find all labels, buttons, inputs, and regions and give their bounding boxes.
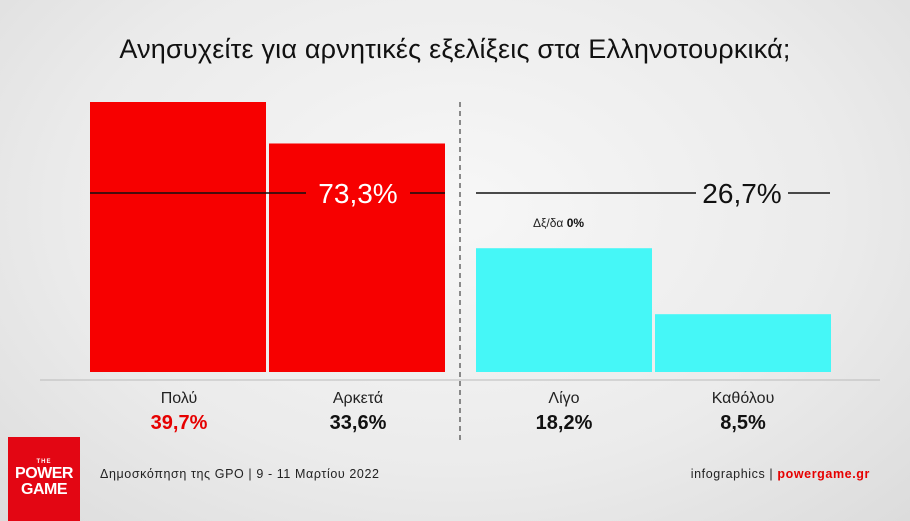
logo-line3: GAME [21, 481, 68, 498]
category-label: Λίγο [548, 390, 580, 407]
category-katholou: Καθόλου 8,5% [654, 390, 832, 435]
powergame-logo[interactable]: THE POWER GAME [8, 437, 80, 521]
category-ligo: Λίγο 18,2% [475, 390, 653, 435]
logo-line1: THE [36, 459, 52, 465]
category-value: 33,6% [329, 412, 387, 434]
category-value: 8,5% [720, 412, 766, 434]
dk-annotation: Δξ/δα 0% [533, 216, 584, 230]
footer-credit: infographics | powergame.gr [691, 467, 870, 481]
logo-line2: POWER [15, 465, 73, 482]
category-label: Καθόλου [711, 390, 775, 407]
bar-4 [655, 314, 831, 372]
footer-credit-text: infographics | [690, 467, 774, 481]
category-polu: Πολύ 39,7% [90, 390, 268, 435]
chart-title: Ανησυχείτε για αρνητικές εξελίξεις στα Ε… [119, 34, 791, 64]
category-value: 18,2% [535, 412, 593, 434]
category-label: Πολύ [160, 390, 198, 407]
bar-1 [90, 102, 266, 372]
footer-source: Δημοσκόπηση της GPO | 9 - 11 Μαρτίου 202… [100, 467, 380, 481]
category-value: 39,7% [150, 412, 208, 434]
group-total-right: 26,7% [702, 178, 781, 209]
dk-label: Δξ/δα [533, 216, 564, 230]
bar-3 [476, 248, 652, 372]
group-total-left: 73,3% [318, 178, 397, 209]
dk-value: 0% [566, 216, 585, 230]
footer-site-link[interactable]: powergame.gr [777, 467, 870, 481]
category-label: Αρκετά [332, 390, 384, 407]
category-arketa: Αρκετά 33,6% [269, 390, 447, 435]
bar-2 [269, 143, 445, 372]
